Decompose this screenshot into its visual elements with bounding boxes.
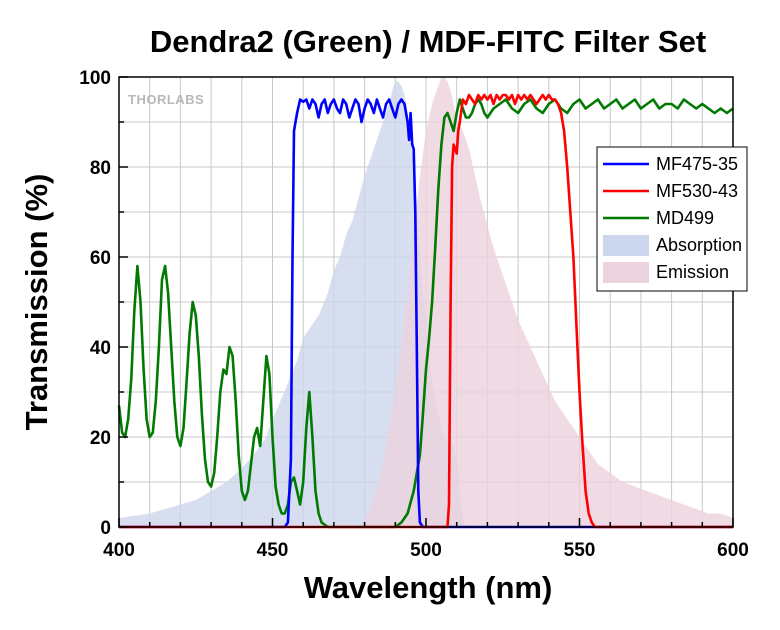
x-axis-label: Wavelength (nm): [304, 570, 553, 605]
x-tick-label: 400: [103, 540, 135, 561]
legend-label: Emission: [656, 262, 729, 282]
series-line-mf530-43: [119, 93, 733, 529]
legend: MF475-35 MF530-43 MD499 Absorption Emission: [596, 146, 748, 292]
y-axis-label: Transmission (%): [19, 174, 54, 431]
series-area-emission: [364, 77, 733, 527]
legend-label: MD499: [656, 208, 714, 228]
axis-ticks: 400 450 500 550 600 0 20 40 60 80 100: [79, 68, 749, 561]
legend-swatch: [603, 235, 649, 256]
legend-label: MF530-43: [656, 181, 738, 201]
x-tick-label: 450: [257, 540, 289, 561]
thorlabs-logo: THORLABS: [128, 92, 204, 107]
chart-title: Dendra2 (Green) / MDF-FITC Filter Set: [150, 24, 706, 59]
x-tick-label: 550: [564, 540, 596, 561]
series-line-mf475-35: [119, 98, 733, 529]
x-tick-label: 500: [410, 540, 442, 561]
legend-label: Absorption: [656, 235, 742, 255]
legend-label: MF475-35: [656, 154, 738, 174]
y-tick-label: 80: [90, 158, 111, 179]
x-tick-label: 600: [717, 540, 749, 561]
legend-swatch: [603, 262, 649, 283]
y-tick-label: 40: [90, 338, 111, 359]
y-tick-label: 100: [79, 68, 111, 89]
y-tick-label: 20: [90, 428, 111, 449]
series-area-absorption: [119, 81, 466, 527]
y-tick-label: 60: [90, 248, 111, 269]
y-tick-label: 0: [100, 518, 111, 539]
area-series: [119, 77, 733, 527]
